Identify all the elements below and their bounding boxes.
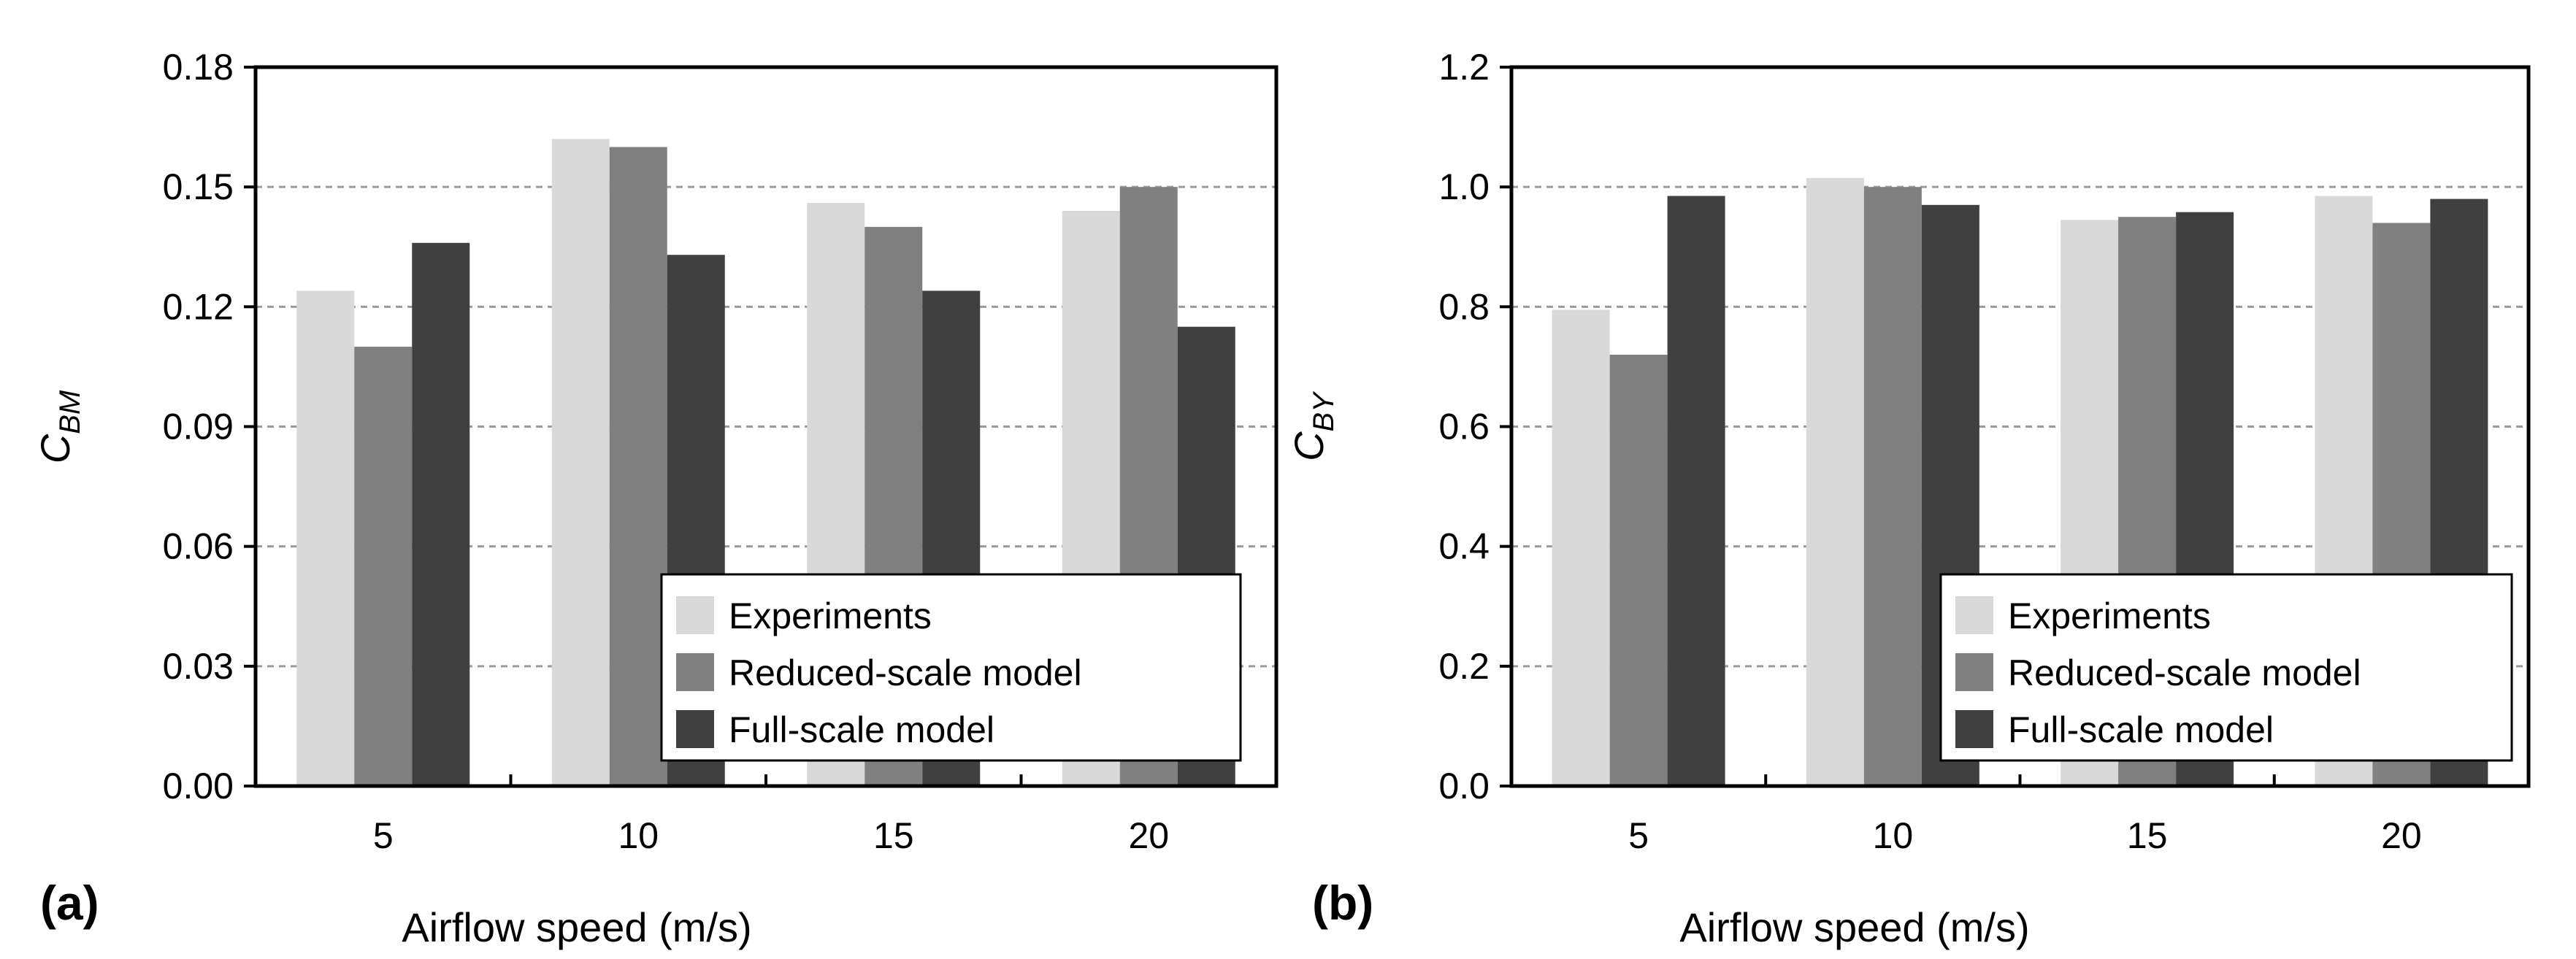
legend-swatch	[676, 596, 714, 634]
legend-swatch	[676, 653, 714, 691]
legend-label: Reduced-scale model	[729, 652, 1082, 693]
x-tick-label: 15	[873, 815, 914, 856]
bar-reduced-scale-model-5	[1609, 355, 1668, 786]
x-tick-label: 5	[1628, 815, 1649, 856]
x-tick-label: 20	[1128, 815, 1169, 856]
legend-swatch	[1955, 710, 1993, 748]
x-tick-label: 10	[618, 815, 659, 856]
y-tick-label: 0.06	[163, 526, 234, 567]
bar-reduced-scale-model-10	[609, 147, 667, 786]
bar-experiments-5	[1552, 309, 1610, 786]
y-axis-label-subscript: BM	[54, 390, 86, 434]
legend: Experiments Reduced-scale model Full-scale…	[660, 573, 1242, 762]
y-axis-label-main: C	[32, 434, 78, 463]
y-tick-label: 0.0	[1438, 766, 1490, 806]
x-axis-label: Airflow speed (m/s)	[402, 904, 751, 950]
legend-box	[1939, 573, 2513, 762]
panel-b: 0.0 0.2 0.4 0.6 0.8 1.0 1.2 5 10 15 20 Airflow sp…	[1286, 47, 2531, 950]
legend-label: Full-scale model	[729, 709, 994, 750]
y-tick-label: 0.12	[163, 286, 234, 327]
legend-label: Reduced-scale model	[2008, 652, 2361, 693]
x-tick-labels: 5 10 15 20	[373, 815, 1169, 856]
y-tick-label: 0.2	[1438, 646, 1490, 687]
panel-label: (a)	[40, 876, 99, 930]
y-axis-label: CBY	[1286, 390, 1340, 461]
x-tick-label: 15	[2127, 815, 2168, 856]
legend-label: Experiments	[729, 596, 932, 636]
panel-a: 0.00 0.03 0.06 0.09 0.12 0.15 0.18 5 10 15 20 Air…	[32, 47, 1279, 950]
bar-full-scale-model-5	[412, 242, 470, 786]
y-tick-label: 0.4	[1438, 526, 1490, 567]
y-tick-label: 0.8	[1438, 286, 1490, 327]
legend-swatch	[1955, 596, 1993, 634]
y-tick-label: 0.15	[163, 166, 234, 207]
x-tick-label: 5	[373, 815, 394, 856]
bar-reduced-scale-model-5	[354, 347, 413, 786]
x-tick-label: 20	[2381, 815, 2422, 856]
x-tick-labels: 5 10 15 20	[1628, 815, 2421, 856]
y-tick-label: 1.2	[1438, 47, 1490, 88]
y-tick-label: 1.0	[1438, 166, 1490, 207]
bar-experiments-10	[1806, 177, 1864, 786]
bar-reduced-scale-model-10	[1863, 187, 1922, 787]
x-tick-label: 10	[1873, 815, 1914, 856]
y-tick-labels: 0.00 0.03 0.06 0.09 0.12 0.15 0.18	[163, 47, 234, 806]
legend-label: Experiments	[2008, 596, 2211, 636]
y-axis-label-main: C	[1286, 431, 1332, 461]
legend-label: Full-scale model	[2008, 709, 2274, 750]
y-tick-label: 0.09	[163, 407, 234, 447]
y-axis-label: CBM	[32, 390, 86, 463]
y-axis-label-subscript: BY	[1308, 390, 1340, 432]
legend-swatch	[1955, 653, 1993, 691]
y-tick-label: 0.18	[163, 47, 234, 88]
legend-box	[660, 573, 1242, 762]
y-tick-labels: 0.0 0.2 0.4 0.6 0.8 1.0 1.2	[1438, 47, 1490, 806]
y-tick-label: 0.00	[163, 766, 234, 806]
tick-marks	[244, 66, 1023, 787]
bar-experiments-5	[296, 290, 355, 786]
tick-marks	[1500, 66, 2276, 787]
bar-full-scale-model-5	[1667, 196, 1725, 787]
bar-experiments-10	[551, 139, 610, 786]
panel-label: (b)	[1312, 876, 1373, 930]
legend-swatch	[676, 710, 714, 748]
y-tick-label: 0.03	[163, 646, 234, 687]
legend: Experiments Reduced-scale model Full-scale…	[1939, 573, 2513, 762]
y-tick-label: 0.6	[1438, 407, 1490, 447]
x-axis-label: Airflow speed (m/s)	[1679, 904, 2029, 950]
